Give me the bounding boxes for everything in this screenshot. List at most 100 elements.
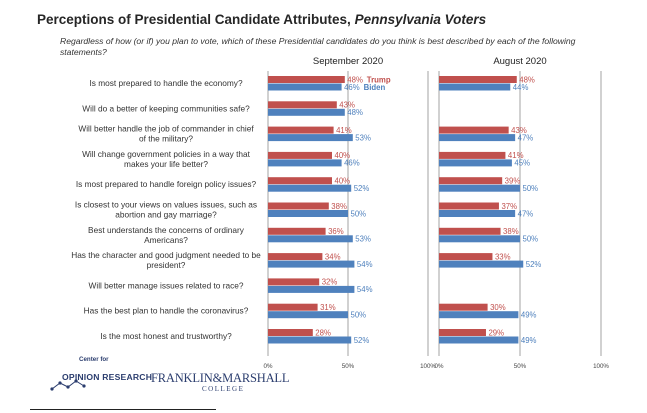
question-label: Is closest to your views on values issue… <box>75 200 257 220</box>
biden-value-label: 46% <box>344 83 360 92</box>
trump-bar <box>439 227 501 235</box>
trump-bar <box>268 303 318 311</box>
trump-value-label: 43% <box>339 101 355 110</box>
trump-value-label: 36% <box>328 227 344 236</box>
logo-college: COLLEGE <box>202 385 245 393</box>
question-label-line: abortion and gay marriage? <box>115 210 217 220</box>
trump-value-label: 31% <box>320 303 336 312</box>
trump-value-label: 34% <box>325 252 341 261</box>
biden-value-label: 49% <box>521 311 537 320</box>
biden-bar <box>268 210 348 217</box>
footer-rule <box>30 409 216 410</box>
question-label: Will better manage issues related to rac… <box>89 280 244 290</box>
biden-value-label: 52% <box>526 260 542 269</box>
biden-value-label: 54% <box>357 260 373 269</box>
logo-line1: Center for <box>79 356 109 363</box>
question-labels: Is most prepared to handle the economy? W… <box>71 78 261 341</box>
biden-value-label: 46% <box>344 159 360 168</box>
biden-bar <box>439 159 512 167</box>
question-label: Has the character and good judgment need… <box>71 250 261 270</box>
question-label-line: Is closest to your views on values issue… <box>75 200 257 210</box>
trump-value-label: 38% <box>331 202 347 211</box>
question-label-line: Is most prepared to handle foreign polic… <box>76 179 257 189</box>
x-tick-label: 50% <box>514 363 527 370</box>
trump-value-label: 41% <box>336 126 352 135</box>
biden-value-label: 45% <box>514 159 530 168</box>
biden-bar <box>439 235 520 243</box>
biden-bar <box>439 311 519 319</box>
chart-title: Perceptions of Presidential Candidate At… <box>37 12 637 27</box>
trump-value-label: 40% <box>335 177 351 186</box>
biden-value-label: 44% <box>513 83 529 92</box>
trump-bar <box>439 329 486 336</box>
trump-value-label: 39% <box>505 177 521 186</box>
biden-bar <box>268 311 348 319</box>
biden-value-label: 53% <box>355 133 371 142</box>
panel-title: September 2020 <box>313 56 383 67</box>
trump-value-label: 37% <box>501 202 517 211</box>
biden-value-label: 52% <box>354 184 370 193</box>
biden-bar <box>439 184 520 192</box>
question-label-line: Americans? <box>144 235 188 245</box>
chart-subtitle: Regardless of how (or if) you plan to vo… <box>60 36 576 57</box>
title-emphasis: Pennsylvania Voters <box>354 12 487 27</box>
biden-value-label: 47% <box>518 209 534 218</box>
trump-bar <box>439 253 493 261</box>
trump-bar <box>268 202 329 210</box>
biden-bar <box>268 108 345 116</box>
trump-bar <box>268 177 332 185</box>
trump-value-label: 28% <box>315 328 331 337</box>
biden-value-label: 52% <box>354 336 370 345</box>
x-tick-label: 0% <box>435 363 444 370</box>
trump-bar <box>439 151 506 159</box>
trump-bar <box>268 126 334 134</box>
panel-august: August 2020 0% 50% 100% 48% 43% 41% 39% 37% 38% 33… <box>435 56 610 370</box>
question-label-line: Is the most honest and trustworthy? <box>100 331 232 341</box>
question-label: Is most prepared to handle foreign polic… <box>76 179 257 189</box>
question-label: Is most prepared to handle the economy? <box>89 78 243 88</box>
title-main: Perceptions of Presidential Candidate At… <box>37 12 351 27</box>
question-label-line: Will do a better of keeping communities … <box>82 103 250 113</box>
trump-value-label: 41% <box>508 151 524 160</box>
question-label: Is the most honest and trustworthy? <box>100 331 232 341</box>
logo-name: FRANKLIN&MARSHALL <box>151 371 290 385</box>
question-label-line: Is most prepared to handle the economy? <box>89 78 243 88</box>
question-label: Will change government policies in a way… <box>82 149 251 169</box>
biden-bar <box>439 134 516 142</box>
logo-franklin-marshall: Center for OPINION RESEARCH FRANKLIN&MAR… <box>50 356 289 396</box>
biden-bar <box>439 83 511 91</box>
trump-value-label: 40% <box>335 151 351 160</box>
trump-bar <box>268 278 320 286</box>
biden-bar <box>268 83 342 91</box>
trump-bar <box>268 253 323 261</box>
biden-bar <box>268 285 355 293</box>
biden-bar <box>439 210 516 217</box>
question-label-line: Will better handle the job of commander … <box>78 124 254 134</box>
legend-biden: Biden <box>364 83 386 92</box>
question-label: Will do a better of keeping communities … <box>82 103 250 113</box>
trump-value-label: 38% <box>503 227 519 236</box>
trump-bar <box>268 151 332 159</box>
question-label: Will better handle the job of commander … <box>78 124 254 144</box>
question-label-line: of the military? <box>139 134 193 144</box>
trump-bar <box>268 101 337 109</box>
x-tick-label: 50% <box>342 363 355 370</box>
biden-value-label: 50% <box>523 184 539 193</box>
biden-bar <box>268 159 342 167</box>
biden-bar <box>439 260 524 268</box>
trump-bar <box>268 329 313 336</box>
question-label-line: president? <box>147 260 186 270</box>
trump-value-label: 29% <box>488 328 504 337</box>
biden-bar <box>268 184 352 192</box>
biden-value-label: 54% <box>357 285 373 294</box>
biden-value-label: 47% <box>518 133 534 142</box>
logo-network-icon <box>50 379 86 391</box>
question-label-line: Has the best plan to handle the coronavi… <box>84 306 249 316</box>
question-label-line: Best understands the concerns of ordinar… <box>88 225 245 235</box>
x-tick-label: 100% <box>420 363 436 370</box>
trump-value-label: 32% <box>322 278 338 287</box>
biden-value-label: 50% <box>523 235 539 244</box>
trump-value-label: 48% <box>347 75 363 84</box>
trump-bar <box>439 303 488 311</box>
trump-bar <box>439 177 503 185</box>
